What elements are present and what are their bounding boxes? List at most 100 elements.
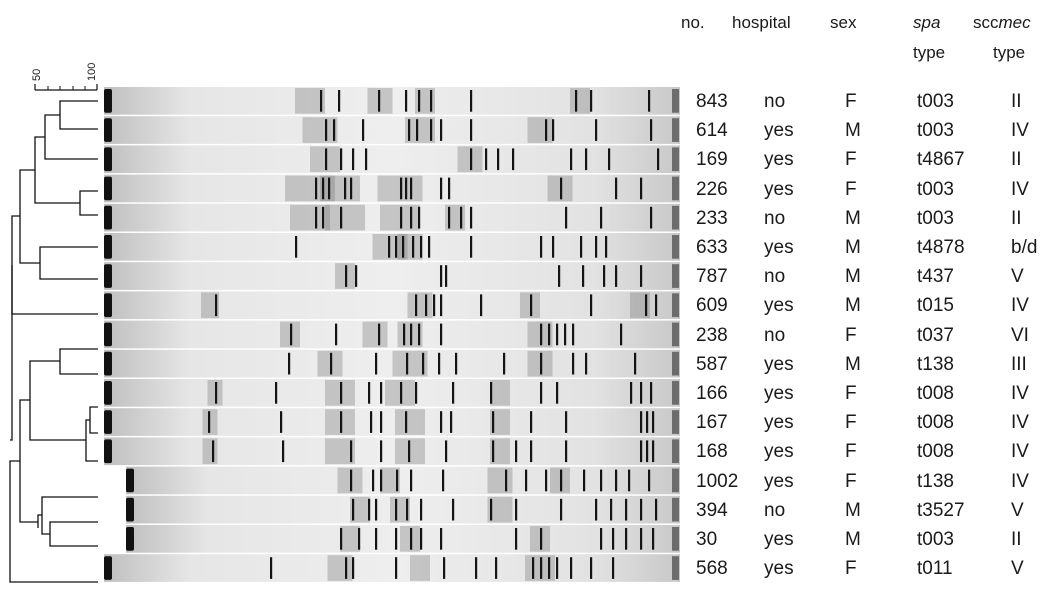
gel-band <box>552 236 555 258</box>
gel-band <box>410 206 413 229</box>
gel-band <box>418 206 421 229</box>
gel-band <box>328 177 331 200</box>
gel-band <box>338 90 341 112</box>
gel-smear <box>350 496 370 523</box>
isolate-sex-cell: M <box>845 266 861 288</box>
isolate-no-cell: 609 <box>696 295 728 317</box>
isolate-no-cell: 166 <box>696 383 728 404</box>
isolate-sex-cell: F <box>845 441 857 463</box>
gel-band <box>452 498 455 521</box>
gel-band <box>615 265 618 287</box>
gel-band <box>565 440 568 463</box>
gel-band <box>630 382 633 404</box>
gel-band <box>646 411 649 433</box>
isolate-sex-cell: M <box>845 207 861 229</box>
gel-band <box>450 411 453 433</box>
gel-band <box>556 382 559 404</box>
gel-band <box>612 528 615 550</box>
isolate-hospital-cell: yes <box>764 149 794 171</box>
gel-band <box>512 148 515 171</box>
gel-band <box>420 528 423 550</box>
gel-band <box>625 528 628 550</box>
gel-lane-edge <box>672 176 679 201</box>
gel-band <box>406 352 409 375</box>
gel-band <box>608 148 611 171</box>
gel-band <box>590 557 593 579</box>
gel-band <box>362 119 365 141</box>
gel-band <box>405 90 408 112</box>
gel-band <box>652 528 655 550</box>
gel-band <box>490 498 493 521</box>
isolate-spa-cell: t011 <box>917 558 953 580</box>
gel-band <box>282 440 285 463</box>
gel-lane-edge <box>672 322 679 347</box>
gel-band <box>548 557 551 579</box>
gel-band <box>470 206 473 229</box>
gel-band <box>628 469 631 492</box>
gel-band <box>590 90 593 112</box>
isolate-sex-cell: M <box>845 529 861 550</box>
isolate-hospital-cell: yes <box>764 383 794 404</box>
gel-band <box>575 90 578 112</box>
isolate-no-cell: 233 <box>696 207 728 229</box>
gel-band <box>492 411 495 433</box>
isolate-spa-cell: t3527 <box>917 499 965 521</box>
gel-band <box>340 382 343 404</box>
gel-band <box>442 469 445 492</box>
gel-lane <box>104 174 680 203</box>
gel-band <box>490 382 493 404</box>
gel-band <box>315 206 318 229</box>
gel-band <box>570 148 573 171</box>
gel-lane <box>104 233 680 261</box>
gel-lane-edge <box>672 351 679 376</box>
gel-smear <box>407 292 433 319</box>
gel-band <box>440 119 443 141</box>
gel-band <box>420 236 423 258</box>
isolate-hospital-cell: no <box>764 266 786 288</box>
header-sex: sex <box>830 13 857 32</box>
isolate-hospital-cell: yes <box>764 178 794 200</box>
gel-smear <box>397 234 423 260</box>
isolate-spa-cell: t437 <box>917 266 954 288</box>
gel-lane <box>104 203 680 232</box>
gel-band <box>410 323 413 346</box>
gel-band <box>595 236 598 258</box>
gel-band <box>595 119 598 141</box>
isolate-sccmec-cell: IV <box>1011 120 1029 142</box>
gel-band <box>455 352 458 375</box>
gel-band <box>325 148 328 171</box>
gel-smear <box>380 467 400 494</box>
gel-band <box>625 498 628 521</box>
gel-band <box>352 498 355 521</box>
gel-band <box>640 498 643 521</box>
gel-band <box>408 440 411 463</box>
gel-band <box>395 557 398 579</box>
gel-well <box>126 497 134 522</box>
gel-band <box>345 557 348 579</box>
gel-band <box>400 206 403 229</box>
gel-lane-edge <box>672 264 679 288</box>
isolate-sccmec-cell: IV <box>1011 383 1029 404</box>
gel-band <box>406 498 409 521</box>
gel-band <box>648 90 651 112</box>
gel-band <box>650 206 653 229</box>
gel-well <box>104 322 112 347</box>
gel-well <box>104 89 112 113</box>
gel-band <box>335 323 338 346</box>
isolate-spa-cell: t138 <box>917 353 954 375</box>
isolate-sex-cell: F <box>845 412 857 434</box>
gel-band <box>430 119 433 141</box>
gel-well <box>104 351 112 376</box>
isolate-no-cell: 394 <box>696 499 728 521</box>
gel-lane <box>126 525 680 553</box>
gel-band <box>560 177 563 200</box>
gel-lane <box>104 262 680 290</box>
isolate-sex-cell: M <box>845 120 861 142</box>
isolate-sex-cell: F <box>845 470 857 492</box>
gel-band <box>375 352 378 375</box>
gel-band <box>440 323 443 346</box>
